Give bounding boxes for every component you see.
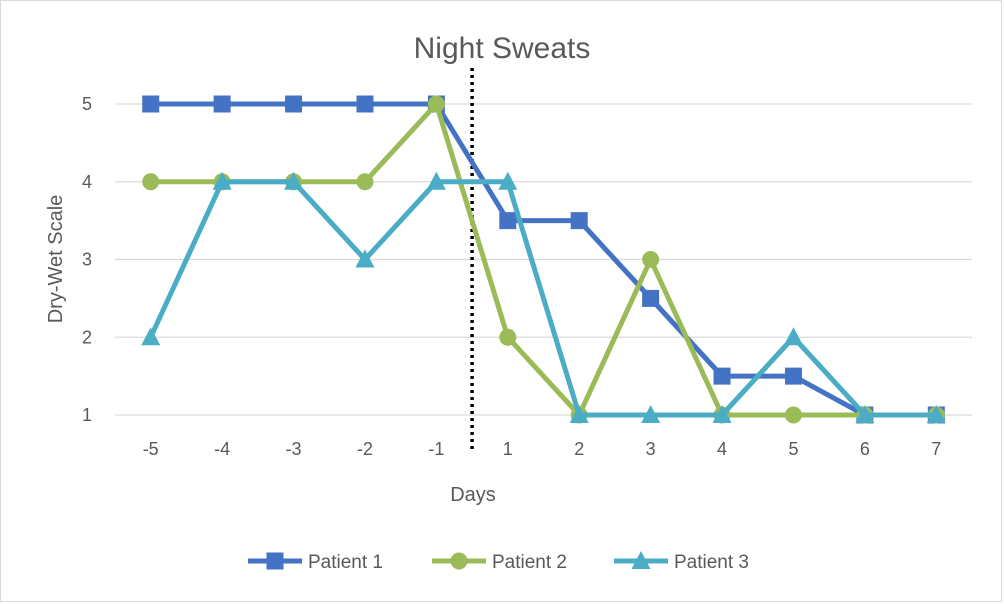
x-tick-label: 6 <box>860 439 870 459</box>
data-point <box>713 367 731 385</box>
data-point <box>642 289 660 307</box>
x-tick-label: 3 <box>646 439 656 459</box>
legend-item: Patient 3 <box>614 551 749 573</box>
legend-label: Patient 2 <box>492 552 567 573</box>
data-point <box>213 95 231 113</box>
legend-marker <box>450 552 468 570</box>
data-point <box>783 327 803 346</box>
data-point <box>570 212 588 230</box>
x-tick-label: 7 <box>931 439 941 459</box>
data-point <box>855 405 875 423</box>
data-point <box>356 95 374 113</box>
data-point <box>712 405 732 423</box>
gridlines <box>115 103 972 416</box>
series-layer <box>141 95 946 424</box>
x-tick-label: -4 <box>214 439 230 459</box>
y-axis-title: Dry-Wet Scale <box>45 195 67 324</box>
y-tick-label: 4 <box>82 172 92 192</box>
legend-item: Patient 2 <box>432 552 567 573</box>
x-tick-label: -5 <box>143 439 159 459</box>
data-point <box>426 171 446 190</box>
y-tick-label: 1 <box>82 405 92 425</box>
data-point <box>498 171 518 190</box>
x-tick-label: -2 <box>357 439 373 459</box>
data-point <box>427 95 445 113</box>
data-point <box>212 171 232 190</box>
legend-item: Patient 1 <box>248 552 383 573</box>
data-point <box>284 171 304 190</box>
x-tick-label: -1 <box>428 439 444 459</box>
series-3 <box>141 171 946 423</box>
data-point <box>142 173 160 191</box>
data-point <box>569 405 589 423</box>
x-tick-label: 1 <box>503 439 513 459</box>
series-1 <box>142 95 945 424</box>
data-point <box>285 95 303 113</box>
x-axis-title: Days <box>450 484 496 506</box>
series-line <box>150 101 937 418</box>
series-line <box>148 179 937 418</box>
data-point <box>355 249 375 268</box>
data-point <box>784 367 802 385</box>
data-point <box>784 406 802 424</box>
data-point <box>356 173 374 191</box>
x-tick-label: -3 <box>286 439 302 459</box>
x-tick-label: 5 <box>788 439 798 459</box>
x-tick-label: 4 <box>717 439 727 459</box>
y-tick-label: 5 <box>82 94 92 114</box>
data-point <box>641 405 661 423</box>
legend-label: Patient 3 <box>674 552 749 573</box>
legend-label: Patient 1 <box>308 552 383 573</box>
chart-title: Night Sweats <box>414 32 591 65</box>
y-tick-label: 2 <box>82 327 92 347</box>
data-point <box>499 328 517 346</box>
legend-marker <box>631 551 651 569</box>
data-point <box>642 251 660 268</box>
legend-marker <box>266 552 284 570</box>
y-tick-label: 3 <box>82 250 92 270</box>
x-axis-ticks: -5 -4 -3 -2 -1 1 2 3 4 5 6 7 <box>143 439 942 459</box>
y-axis-ticks: 1 2 3 4 5 <box>82 94 92 425</box>
x-tick-label: 2 <box>574 439 584 459</box>
data-point <box>499 212 517 230</box>
data-point <box>141 327 161 346</box>
data-point <box>926 405 946 423</box>
legend: Patient 1 Patient 2 Patient 3 <box>248 551 749 573</box>
data-point <box>142 95 160 113</box>
